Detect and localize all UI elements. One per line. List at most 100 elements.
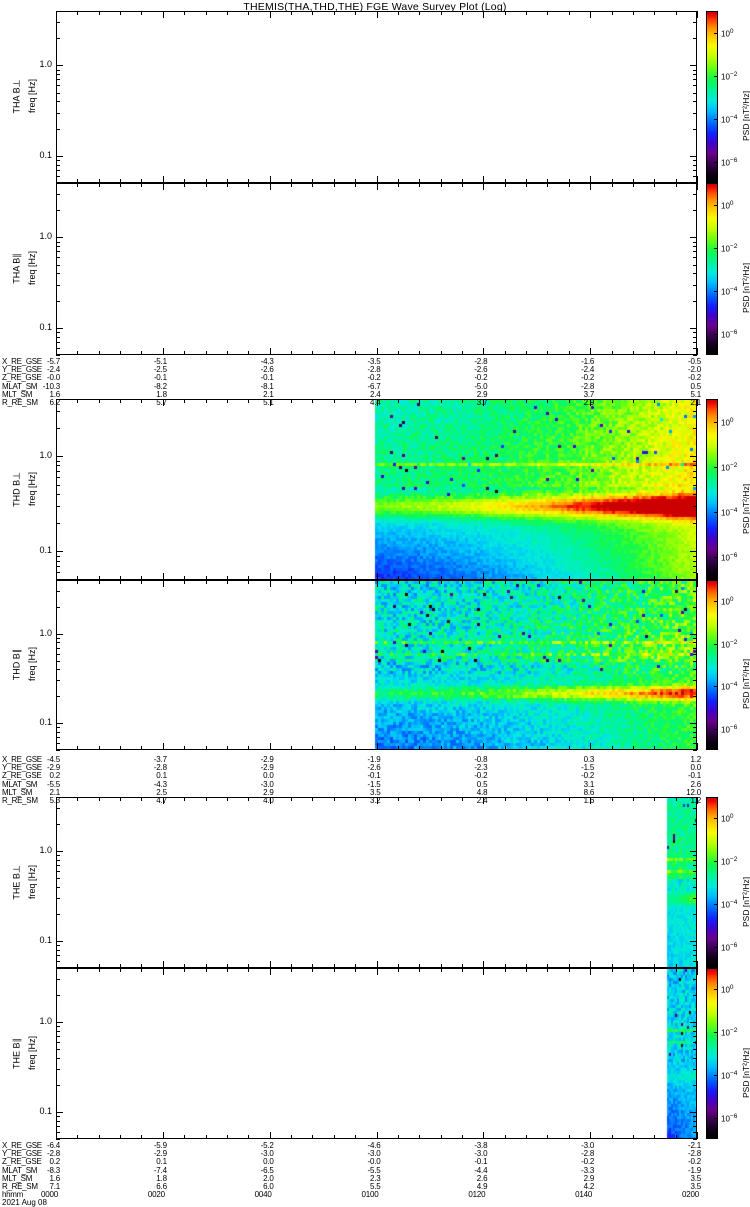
y-tick [693, 669, 697, 670]
x-tick-minor [312, 797, 313, 801]
x-tick-minor [633, 746, 634, 750]
y-tick-label: 0.1 [39, 1105, 52, 1116]
y-tick [693, 1042, 697, 1043]
annot-key-mlat-sm: MLAT_SM [2, 381, 38, 391]
annot-key-mlt-sm: MLT_SM [2, 389, 33, 399]
y-tick [56, 607, 60, 608]
x-tick-minor [505, 968, 506, 972]
annot-value: 3.7 [476, 398, 488, 407]
x-tick-minor [377, 968, 378, 972]
y-tick [690, 1022, 697, 1023]
annot-value: -5.2 [260, 1141, 274, 1150]
y-tick [56, 273, 60, 274]
x-tick-minor [77, 11, 78, 15]
annot-value: -0.2 [367, 373, 381, 383]
y-tick [693, 93, 697, 94]
x-tick-minor [676, 580, 677, 584]
x-tick-minor [569, 576, 570, 580]
y-tick [56, 1049, 60, 1050]
annot-value: 12.0 [686, 787, 701, 797]
x-tick-minor [270, 797, 271, 801]
y-tick [56, 399, 60, 400]
y-tick [56, 1069, 60, 1070]
y-tick [693, 797, 697, 798]
x-tick-minor [505, 11, 506, 15]
x-tick-minor [697, 351, 698, 355]
x-tick-minor [355, 576, 356, 580]
x-tick-minor [377, 351, 378, 355]
annot-value: 6.0 [263, 1182, 274, 1191]
annot-value: 4.4 [369, 398, 381, 407]
annot-value: 5.3 [49, 796, 60, 805]
x-tick-minor [569, 580, 570, 584]
annot-value: 2.6 [690, 779, 701, 789]
x-tick-minor [654, 746, 655, 750]
x-tick-minor [441, 351, 442, 355]
x-tick-minor [419, 968, 420, 972]
x-tick-minor [227, 183, 228, 187]
x-tick-minor [291, 351, 292, 355]
x-tick-minor [697, 399, 698, 403]
y-tick [693, 955, 697, 956]
y-tick [693, 1126, 697, 1127]
x-tick-minor [612, 1135, 613, 1139]
colorbar-tick-label: 10−2 [721, 242, 738, 254]
y-tick [56, 727, 60, 728]
y-tick [56, 465, 60, 466]
y-tick [693, 285, 697, 286]
y-tick [56, 70, 60, 71]
spectrogram-canvas [57, 400, 696, 579]
colorbar-gradient [707, 400, 717, 579]
x-tick-minor [206, 399, 207, 403]
annot-time-label: 0000 [41, 1190, 58, 1200]
x-tick-minor [483, 797, 484, 801]
x-tick-minor [227, 576, 228, 580]
annot-value: 6.2 [49, 398, 60, 407]
x-tick-minor [377, 1135, 378, 1139]
x-tick-minor [120, 1135, 121, 1139]
x-tick-minor [547, 399, 548, 403]
x-tick-minor [56, 968, 57, 972]
x-tick-minor [141, 580, 142, 584]
y-tick [56, 194, 60, 195]
colorbar-tick-label: 100 [721, 199, 734, 211]
y-tick [56, 1022, 63, 1023]
x-tick-minor [56, 179, 57, 183]
annot-value: 3.5 [369, 787, 381, 797]
y-tick [56, 961, 60, 962]
x-tick-minor [206, 964, 207, 968]
annot-value: -3.7 [153, 755, 167, 764]
x-tick-minor [419, 399, 420, 403]
x-tick-minor [99, 968, 100, 972]
annot-value: -2.8 [367, 365, 381, 375]
x-tick-minor [77, 964, 78, 968]
colorbar-tick-label: 10−4 [721, 507, 738, 518]
x-tick-minor [526, 580, 527, 584]
x-tick-minor [697, 746, 698, 750]
annot-value: 0.0 [263, 771, 274, 781]
y-tick [56, 328, 63, 329]
y-tick [693, 170, 697, 171]
y-tick [693, 727, 697, 728]
annot-key-x-re-gse: X_RE_GSE [2, 755, 42, 764]
x-tick-minor [248, 746, 249, 750]
x-tick-minor [377, 183, 378, 187]
annot-value: 1.6 [49, 1173, 60, 1183]
x-tick-minor [483, 746, 484, 750]
annot-value: -0.1 [688, 771, 701, 781]
x-tick-minor [56, 576, 57, 580]
x-tick-minor [505, 580, 506, 584]
annot-value: -6.7 [367, 381, 381, 391]
annot-value: -2.9 [47, 763, 60, 773]
x-tick-minor [590, 797, 591, 801]
y-tick [56, 301, 60, 302]
y-tick [56, 648, 60, 649]
x-tick-minor [163, 964, 164, 968]
annot-value: 4.7 [156, 796, 167, 805]
x-tick-minor [526, 179, 527, 183]
y-tick [693, 968, 697, 969]
x-tick-minor [419, 576, 420, 580]
x-tick-minor [312, 746, 313, 750]
x-tick-minor [355, 746, 356, 750]
x-tick-minor [355, 964, 356, 968]
